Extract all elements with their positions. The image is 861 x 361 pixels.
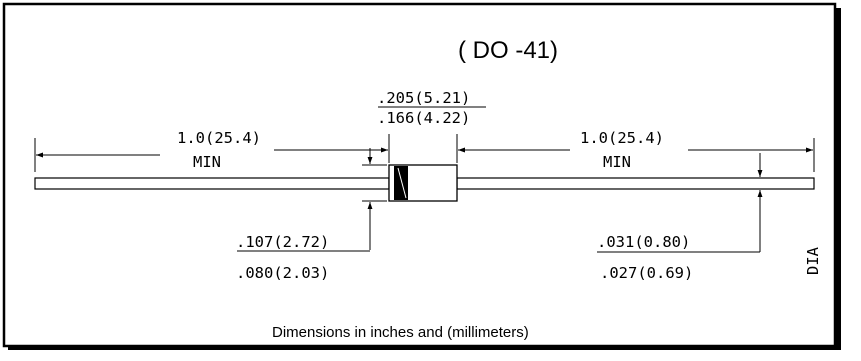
units-note: Dimensions in inches and (millimeters) [272, 324, 529, 341]
lead-dia-label: DIA [804, 246, 822, 275]
body-dia-min: .080(2.03) [236, 264, 329, 282]
lead-dia-min: .027(0.69) [600, 264, 693, 282]
diagram-shadow-right [836, 8, 841, 349]
body-length-min: .166(4.22) [377, 109, 470, 127]
body-dia-max: .107(2.72) [236, 233, 329, 251]
right-lead [456, 177, 815, 190]
lead-dia-max: .031(0.80) [597, 233, 690, 251]
diagram-shadow-bottom [8, 346, 841, 350]
left-lead-length: 1.0(25.4) [177, 129, 261, 147]
body-length-max: .205(5.21) [377, 89, 470, 107]
right-lead-length: 1.0(25.4) [580, 129, 664, 147]
left-lead-min: MIN [193, 153, 221, 171]
right-lead-min: MIN [603, 153, 631, 171]
package-title: ( DO -41) [458, 37, 558, 64]
left-lead [34, 177, 390, 190]
cathode-band-highlight [397, 167, 407, 199]
cathode-band [394, 166, 408, 200]
